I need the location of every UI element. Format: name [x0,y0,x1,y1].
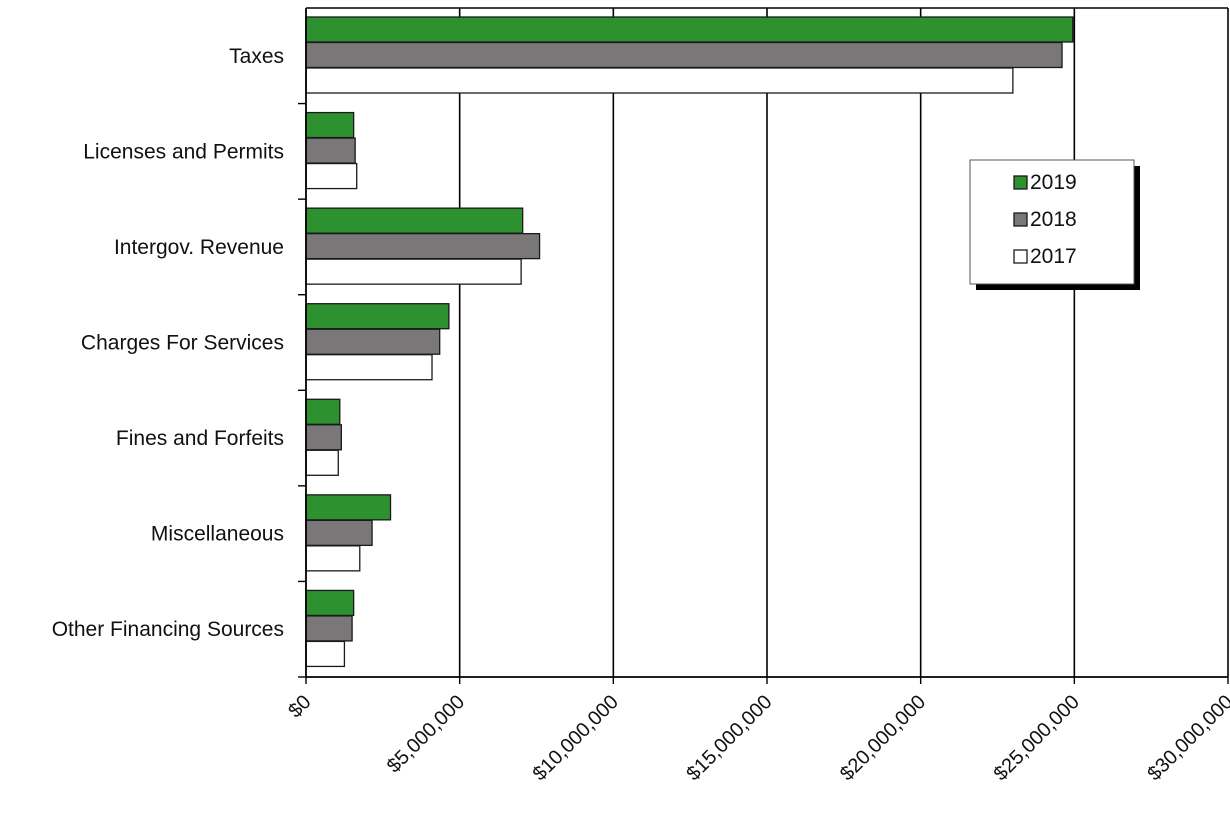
legend-swatch-2019 [1013,175,1028,190]
legend: 2019 2018 2017 [969,159,1140,290]
legend-label-2018: 2018 [1030,208,1077,231]
bar-2018 [305,519,373,547]
x-tick-label: $10,000,000 [529,691,623,785]
legend-label-2019: 2019 [1030,171,1077,194]
category-label: Miscellaneous [151,523,284,546]
x-tick-label: $25,000,000 [990,691,1084,785]
bar-2018 [305,232,541,260]
x-tick-label: $0 [284,691,315,722]
bar-2018 [305,424,342,451]
category-label: Other Financing Sources [52,618,284,641]
bar-2018 [305,615,353,642]
category-label: Taxes [229,45,284,68]
bar-2017 [305,258,522,285]
bar-2019 [305,16,1074,43]
bar-2018 [305,41,1063,69]
x-tick-labels: $0 $5,000,000 $10,000,000 $15,000,000 $20,00… [284,691,1230,785]
gridlines [306,7,1229,677]
bar-2017 [305,545,361,572]
bar-2019 [305,398,341,425]
axes [298,8,1229,684]
legend-swatch-2018 [1013,212,1028,227]
legend-label-2017: 2017 [1030,245,1077,268]
category-label: Intergov. Revenue [114,236,284,259]
x-tick-label: $15,000,000 [682,691,776,785]
bar-2017 [305,640,346,668]
x-tick-label: $5,000,000 [383,691,469,777]
bar-2017 [305,67,1014,94]
bar-2019 [305,589,355,617]
bar-2019 [305,494,392,521]
bar-2019 [305,111,355,139]
bar-2017 [305,354,433,381]
category-labels: Taxes Licenses and Permits Intergov. Reven… [52,45,284,641]
bar-2019 [305,207,524,234]
bar-2017 [305,449,339,476]
legend-swatch-2017 [1013,249,1028,264]
bar-2019 [305,303,450,330]
bar-2017 [305,162,358,190]
bar-2018 [305,328,441,355]
bars [305,16,1074,668]
category-label: Fines and Forfeits [116,427,284,450]
category-label: Licenses and Permits [83,140,284,163]
x-tick-label: $20,000,000 [836,691,930,785]
bar-2018 [305,137,356,164]
legend-box [969,159,1135,285]
x-tick-label: $30,000,000 [1143,691,1230,785]
category-label: Charges For Services [81,332,284,355]
